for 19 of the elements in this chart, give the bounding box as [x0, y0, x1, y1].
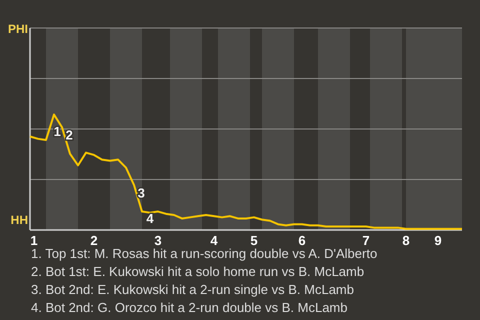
text: 1. Top 1st: M. Rosas hit a run-scoring double vs A. D'Alberto	[31, 246, 378, 261]
x-tick-label: 5	[250, 233, 258, 248]
annotation: 1	[54, 124, 61, 140]
text: PHI	[8, 22, 28, 36]
annotation: 3	[138, 185, 145, 200]
x-tick-label: 6	[298, 233, 306, 248]
x-tick-label: 3	[154, 233, 162, 248]
x-tick-label: 8	[402, 233, 410, 248]
text: 4. Bot 2nd: G. Orozco hit a 2-run double vs B. McLamb	[31, 300, 348, 315]
x-tick-label: 1	[30, 233, 38, 248]
x-tick-label: 4	[210, 233, 218, 248]
text: HH	[10, 213, 28, 227]
text: 2. Bot 1st: E. Kukowski hit a solo home run vs B. McLamb	[31, 264, 364, 279]
x-tick-label: 9	[434, 233, 442, 248]
x-tick-label: 7	[362, 233, 370, 248]
x-tick-label: 2	[90, 233, 98, 248]
annotation: 4	[146, 211, 154, 226]
text: 3. Bot 2nd: E. Kukowski hit a 2-run single vs B. McLamb	[31, 282, 354, 297]
annotation: 2	[66, 128, 73, 143]
